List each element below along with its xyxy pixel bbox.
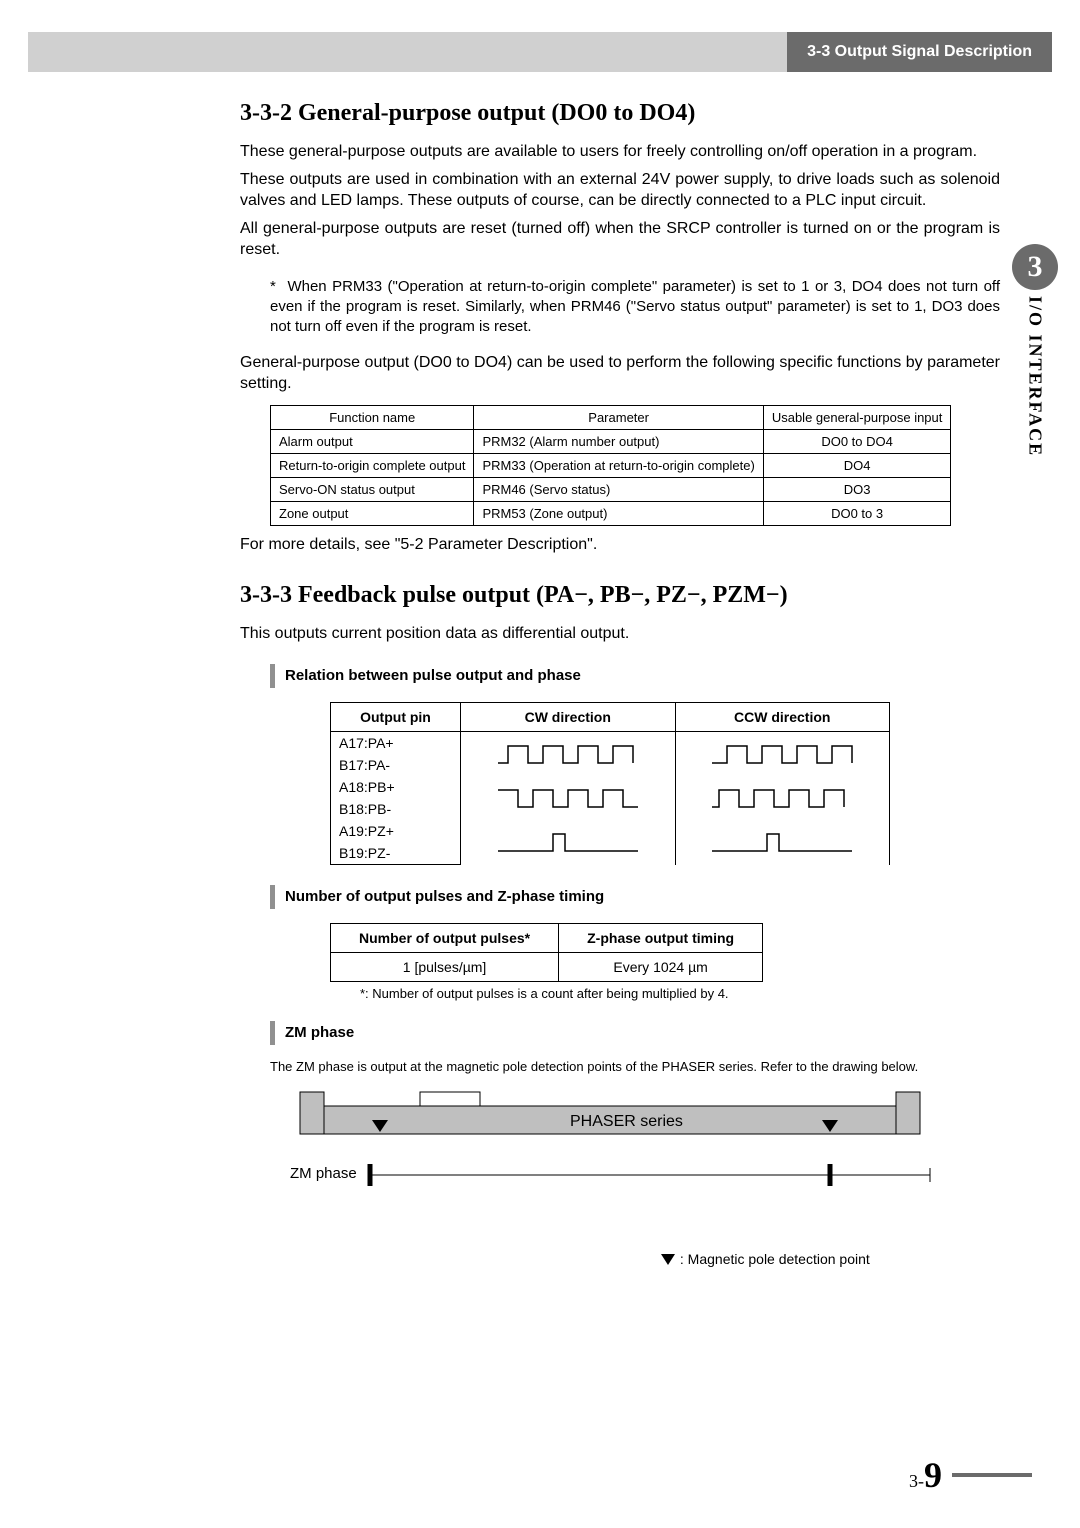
- param-table: Function name Parameter Usable general-p…: [270, 405, 951, 526]
- note-332: * When PRM33 ("Operation at return-to-or…: [270, 277, 1000, 338]
- pulse-th-1: CW direction: [461, 703, 676, 732]
- waveform-pb-cw: [493, 782, 643, 812]
- page-line: [952, 1473, 1032, 1477]
- waveform-pb-ccw: [707, 782, 857, 812]
- note-text: When PRM33 ("Operation at return-to-orig…: [270, 278, 1000, 336]
- param-r1c0: Return-to-origin complete output: [271, 453, 474, 477]
- page-content: 3-3-2 General-purpose output (DO0 to DO4…: [240, 100, 1000, 1267]
- param-r3c0: Zone output: [271, 501, 474, 525]
- chapter-number: 3: [1012, 244, 1058, 290]
- para-332-5: For more details, see "5-2 Parameter Des…: [240, 534, 1000, 556]
- waveform-pz-ccw: [707, 826, 857, 856]
- chapter-tab: 3 I/O INTERFACE: [1010, 244, 1060, 457]
- param-r0c1: PRM32 (Alarm number output): [474, 429, 763, 453]
- para-333-1: This outputs current position data as di…: [240, 623, 1000, 645]
- param-r1c1: PRM33 (Operation at return-to-origin com…: [474, 453, 763, 477]
- zphase-th-1: Z-phase output timing: [559, 924, 763, 953]
- para-332-1: These general-purpose outputs are availa…: [240, 141, 1000, 163]
- svg-text:ZM phase: ZM phase: [290, 1165, 357, 1182]
- param-r3c2: DO0 to 3: [763, 501, 951, 525]
- waveform-pa-ccw: [707, 738, 857, 768]
- chapter-label: I/O INTERFACE: [1025, 296, 1046, 457]
- waveform-pa-cw: [493, 738, 643, 768]
- param-r0c2: DO0 to DO4: [763, 429, 951, 453]
- pulse-r0-cw: [461, 732, 676, 777]
- pulse-r0-pin0: A17:PA+: [331, 732, 461, 755]
- page-footer: 3- 9: [909, 1454, 1032, 1496]
- pulse-th-0: Output pin: [331, 703, 461, 732]
- pulse-r1-pin1: B18:PB-: [331, 798, 461, 820]
- pulse-th-2: CCW direction: [675, 703, 890, 732]
- pulse-r1-cw: [461, 776, 676, 820]
- pulse-table: Output pin CW direction CCW direction A1…: [330, 702, 890, 865]
- asterisk: *: [270, 277, 282, 297]
- pulse-r0-ccw: [675, 732, 890, 777]
- param-r2c0: Servo-ON status output: [271, 477, 474, 501]
- param-th-2: Usable general-purpose input: [763, 405, 951, 429]
- section-label: 3-3 Output Signal Description: [787, 32, 1052, 72]
- param-th-0: Function name: [271, 405, 474, 429]
- para-332-2: These outputs are used in combination wi…: [240, 169, 1000, 212]
- zm-text: The ZM phase is output at the magnetic p…: [270, 1059, 1000, 1074]
- zphase-footnote: *: Number of output pulses is a count af…: [360, 986, 1000, 1001]
- subheading-relation: Relation between pulse output and phase: [270, 664, 1000, 688]
- legend: : Magnetic pole detection point: [660, 1251, 1000, 1267]
- heading-332: 3-3-2 General-purpose output (DO0 to DO4…: [240, 100, 1000, 127]
- pulse-r1-pin0: A18:PB+: [331, 776, 461, 798]
- phaser-diagram: PHASER series ZM phase: [290, 1086, 1000, 1211]
- zphase-th-0: Number of output pulses*: [331, 924, 559, 953]
- legend-text: : Magnetic pole detection point: [680, 1251, 870, 1267]
- heading-333: 3-3-3 Feedback pulse output (PA−, PB−, P…: [240, 582, 1000, 609]
- subheading-zphase: Number of output pulses and Z-phase timi…: [270, 885, 1000, 909]
- triangle-icon: [660, 1253, 676, 1267]
- subheading-zm: ZM phase: [270, 1021, 1000, 1045]
- pulse-r2-ccw: [675, 820, 890, 865]
- pulse-r2-cw: [461, 820, 676, 865]
- pulse-r1-ccw: [675, 776, 890, 820]
- page-number: 9: [924, 1454, 942, 1496]
- zphase-r0c0: 1 [pulses/µm]: [331, 953, 559, 982]
- pulse-r0-pin1: B17:PA-: [331, 754, 461, 776]
- waveform-pz-cw: [493, 826, 643, 856]
- param-th-1: Parameter: [474, 405, 763, 429]
- zphase-table: Number of output pulses* Z-phase output …: [330, 923, 763, 982]
- param-r0c0: Alarm output: [271, 429, 474, 453]
- para-332-3: All general-purpose outputs are reset (t…: [240, 218, 1000, 261]
- param-r1c2: DO4: [763, 453, 951, 477]
- zphase-r0c1: Every 1024 µm: [559, 953, 763, 982]
- svg-text:PHASER series: PHASER series: [570, 1113, 683, 1130]
- pulse-r2-pin1: B19:PZ-: [331, 842, 461, 865]
- param-r2c1: PRM46 (Servo status): [474, 477, 763, 501]
- param-r3c1: PRM53 (Zone output): [474, 501, 763, 525]
- header-bar: 3-3 Output Signal Description: [28, 32, 1052, 72]
- pulse-r2-pin0: A19:PZ+: [331, 820, 461, 842]
- page-prefix: 3-: [909, 1471, 924, 1492]
- para-332-4: General-purpose output (DO0 to DO4) can …: [240, 352, 1000, 395]
- param-r2c2: DO3: [763, 477, 951, 501]
- phaser-svg: PHASER series ZM phase: [290, 1086, 940, 1206]
